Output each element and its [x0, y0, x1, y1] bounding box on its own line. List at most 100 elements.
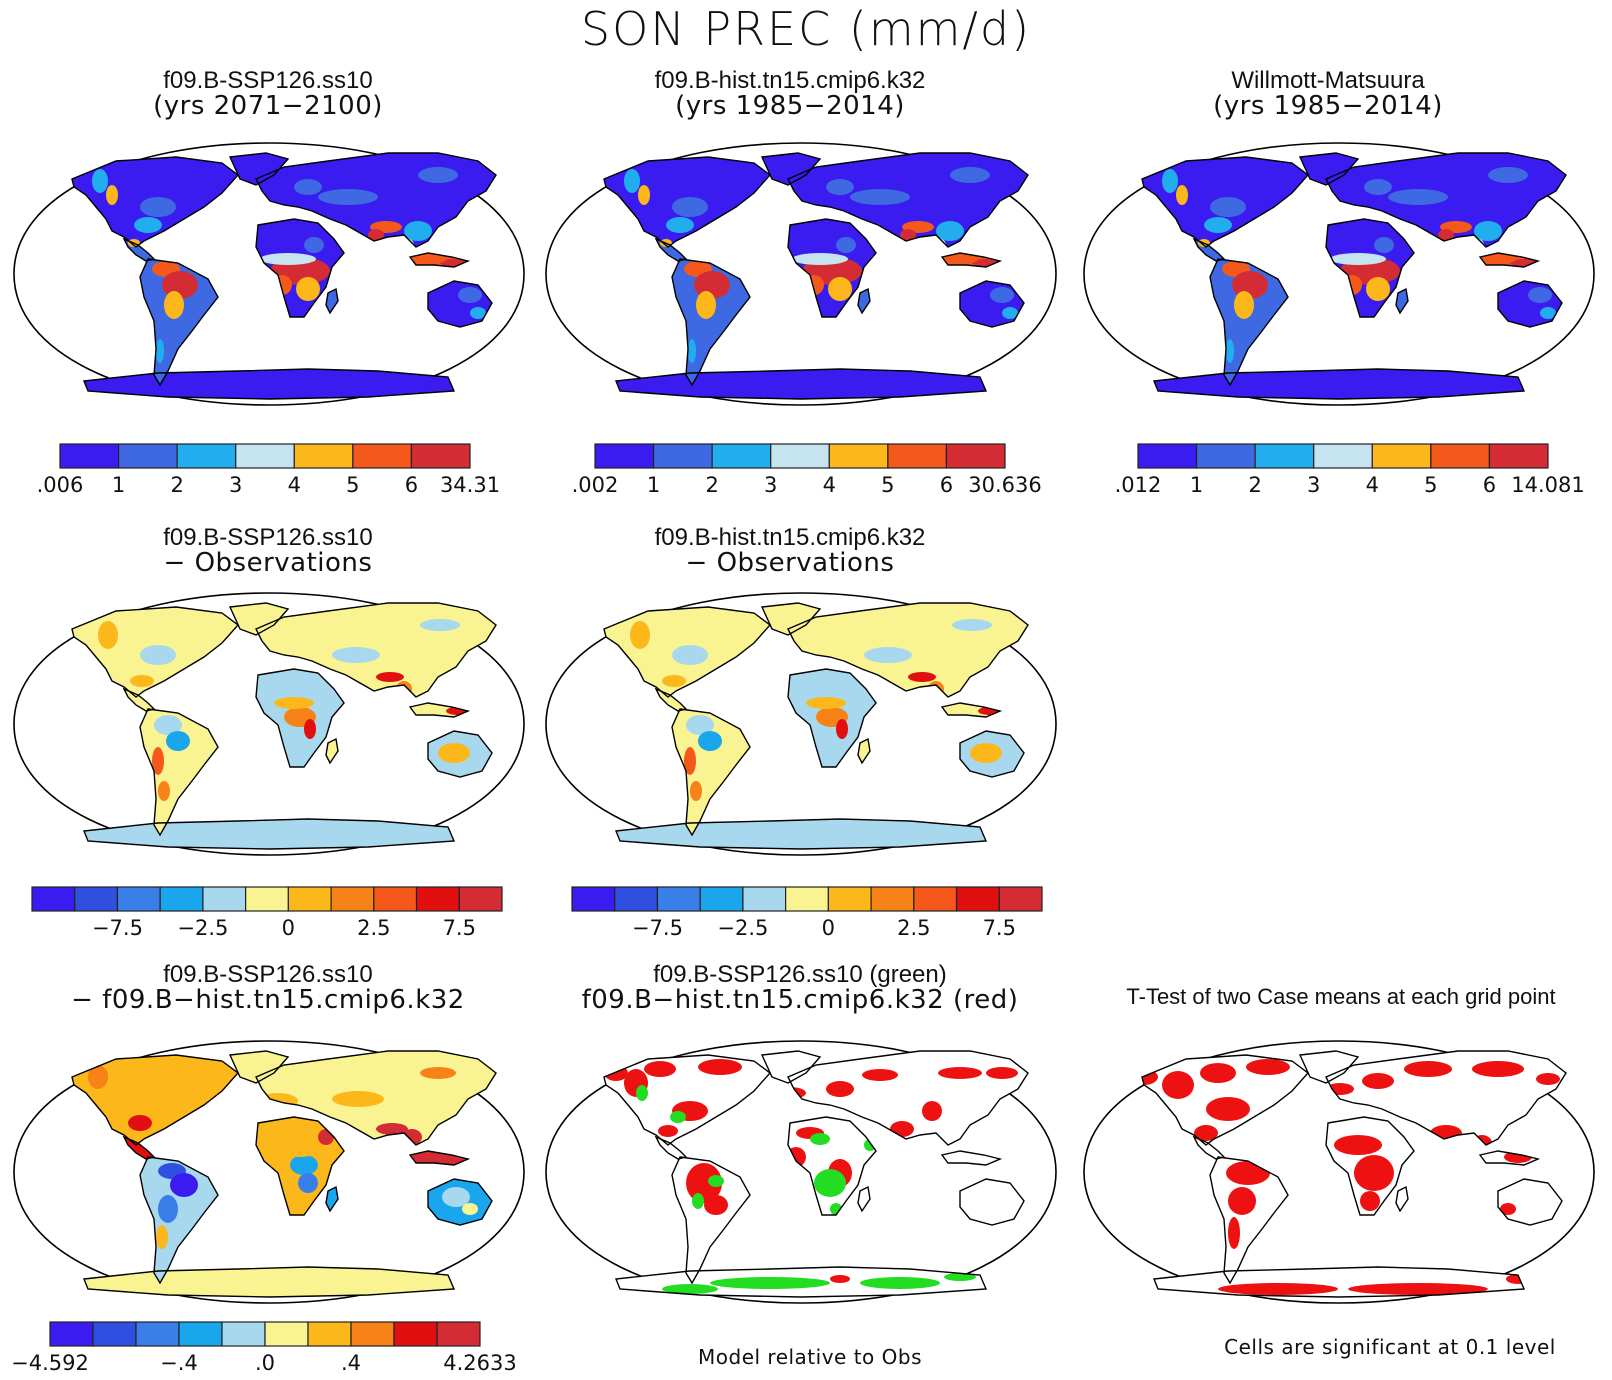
- colorbar-swatch: [614, 886, 659, 912]
- coastlines: [603, 602, 1029, 850]
- colorbar-swatch: [176, 443, 237, 469]
- colorbar-swatch: [235, 443, 295, 469]
- colorbar-swatch: [1254, 443, 1315, 469]
- colorbar-swatch: [202, 886, 247, 912]
- coastlines: [1141, 1050, 1567, 1298]
- colorbar-tick-label: 7.5: [983, 916, 1016, 940]
- colorbar-swatch: [135, 1321, 180, 1347]
- colorbar-tick-label: −7.5: [632, 916, 683, 940]
- map-fill: [1142, 1051, 1566, 1297]
- coastlines: [71, 152, 497, 400]
- colorbar-tick-label: 2: [170, 473, 183, 497]
- panel-1-years: (yrs 2071−2100): [153, 91, 383, 122]
- colorbar-swatch: [945, 443, 1006, 469]
- colorbar-tick-label: .002: [572, 473, 619, 497]
- map-ttest: [1083, 1040, 1595, 1304]
- colorbar-panel-6: −4.592 −.4 .0 .4 4.2633: [11, 1321, 517, 1375]
- panel-5-title: f09.B-hist.tn15.cmip6.k32 − Observations: [540, 525, 1040, 577]
- panel-2-case-name: f09.B-hist.tn15.cmip6.k32: [654, 67, 926, 94]
- colorbar-tick-label: 0: [822, 916, 835, 940]
- colorbar-tick-label: 3: [1307, 473, 1320, 497]
- colorbar-tick-label: 0: [282, 916, 295, 940]
- colorbar-swatch: [828, 443, 889, 469]
- colorbar-swatch: [373, 886, 418, 912]
- colorbar-swatch: [92, 1321, 137, 1347]
- colorbar-swatch: [287, 886, 332, 912]
- map-fill: [72, 603, 496, 849]
- footnote-significance: Cells are significant at 0.1 level: [1224, 1335, 1556, 1359]
- colorbar-swatch: [913, 886, 958, 912]
- colorbar-tick-label: −.4: [160, 1351, 198, 1375]
- colorbar-swatch: [330, 886, 375, 912]
- colorbar-swatch: [656, 886, 701, 912]
- panel-2-years: (yrs 1985−2014): [675, 91, 905, 122]
- colorbar-swatch: [221, 1321, 266, 1347]
- colorbar-tick-label: .012: [1115, 473, 1162, 497]
- colorbar-tick-label: 1: [1190, 473, 1203, 497]
- colorbar-swatch: [887, 443, 948, 469]
- colorbar-tick-label: 7.5: [443, 916, 476, 940]
- panel-7-subtitle: f09.B−hist.tn15.cmip6.k32 (red): [581, 985, 1019, 1016]
- coastlines: [71, 1050, 497, 1298]
- colorbar-tick-label: .006: [37, 473, 84, 497]
- colorbar-swatch: [1430, 443, 1491, 469]
- colorbar-tick-label: 2.5: [357, 916, 390, 940]
- map-case-minus-hist: [13, 1040, 525, 1304]
- colorbar-swatch: [571, 886, 616, 912]
- colorbar-swatch: [785, 886, 829, 912]
- colorbar-tick-label: −4.592: [11, 1351, 89, 1375]
- colorbar-tick-label: 2.5: [897, 916, 930, 940]
- colorbar-tick-label: 5: [881, 473, 894, 497]
- colorbar-swatch: [293, 443, 354, 469]
- map-case-2071-2100: [13, 142, 525, 406]
- colorbar-panel-3: .012 1 2 3 4 5 6 14.081: [1115, 443, 1585, 497]
- colorbar-swatch: [59, 443, 120, 469]
- colorbar-swatch: [770, 443, 830, 469]
- panel-5-case-name: f09.B-hist.tn15.cmip6.k32: [654, 524, 926, 551]
- colorbar-tick-label: −7.5: [92, 916, 143, 940]
- map-fill: [1142, 153, 1566, 399]
- colorbar-tick-label: 4: [823, 473, 836, 497]
- colorbar-tick-label: 14.081: [1511, 473, 1584, 497]
- colorbar-swatch: [1488, 443, 1549, 469]
- colorbar-swatch: [264, 1321, 309, 1347]
- panel-4-subtitle: − Observations: [163, 548, 373, 579]
- colorbar-swatch: [998, 886, 1043, 912]
- colorbar-panel-2: .002 1 2 3 4 5 6 30.636: [572, 443, 1042, 497]
- colorbar-tick-label: 5: [346, 473, 359, 497]
- map-observations: [1083, 142, 1595, 406]
- colorbar-swatch: [159, 886, 204, 912]
- colorbar-tick-label: 4.2633: [443, 1351, 516, 1375]
- colorbar-swatch: [436, 1321, 481, 1347]
- colorbar-swatch: [410, 443, 471, 469]
- coastlines: [603, 152, 1029, 400]
- colorbar-swatch: [350, 1321, 395, 1347]
- panel-6-case-name: f09.B-SSP126.ss10: [163, 961, 373, 988]
- panel-1-title: f09.B-SSP126.ss10 (yrs 2071−2100): [18, 68, 518, 120]
- colorbar-tick-label: 3: [764, 473, 777, 497]
- colorbar-tick-label: .0: [255, 1351, 275, 1375]
- coastlines: [603, 1050, 1029, 1298]
- colorbar-tick-label: 2: [1248, 473, 1261, 497]
- panel-6-subtitle: − f09.B−hist.tn15.cmip6.k32: [71, 985, 465, 1016]
- colorbar-tick-label: −2.5: [177, 916, 228, 940]
- map-fill: [72, 1051, 496, 1297]
- colorbar-swatch: [352, 443, 413, 469]
- colorbar-swatch: [827, 886, 872, 912]
- colorbar-tick-label: −2.5: [717, 916, 768, 940]
- colorbar-swatch: [49, 1321, 94, 1347]
- colorbar-tick-label: 6: [1483, 473, 1496, 497]
- panel-4-title: f09.B-SSP126.ss10 − Observations: [18, 525, 518, 577]
- panel-5-subtitle: − Observations: [685, 548, 895, 579]
- panel-8-title: T-Test of two Case means at each grid po…: [1070, 985, 1612, 1008]
- colorbar-tick-label: 3: [229, 473, 242, 497]
- figure-title: SON PREC (mm/d): [580, 2, 1032, 56]
- panel-3-years: (yrs 1985−2014): [1213, 91, 1443, 122]
- colorbar-swatch: [652, 443, 713, 469]
- colorbar-tick-label: 5: [1424, 473, 1437, 497]
- colorbar-panel-4: −7.5 −2.5 0 2.5 7.5: [31, 886, 503, 940]
- coastlines: [71, 602, 497, 850]
- panel-7-case-name: f09.B-SSP126.ss10 (green): [653, 961, 947, 988]
- colorbar-swatch: [742, 886, 787, 912]
- map-fill: [604, 1051, 1028, 1297]
